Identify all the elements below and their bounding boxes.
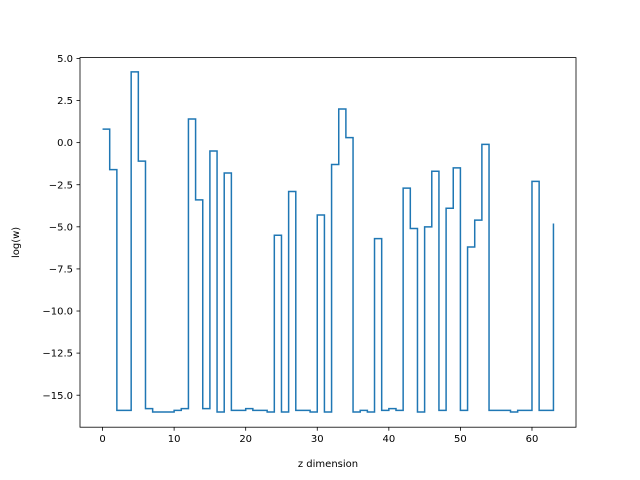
y-tick-label: −10.0 — [42, 307, 73, 318]
x-tick-label: 0 — [99, 434, 105, 445]
x-tick-label: 20 — [239, 434, 252, 445]
y-tick-label: −7.5 — [49, 265, 73, 276]
y-tick-label: 5.0 — [57, 54, 73, 65]
y-tick-label: 2.5 — [57, 96, 73, 107]
y-tick-label: −5.0 — [49, 222, 73, 233]
x-tick-label: 40 — [382, 434, 395, 445]
x-tick-label: 30 — [311, 434, 324, 445]
y-axis: 5.0 2.5 0.0 −2.5 −5.0 −7.5 −10.0 −12.5 −15.0 — [42, 54, 80, 402]
x-tick-label: 60 — [526, 434, 539, 445]
plot-frame — [79, 57, 577, 428]
y-tick-label: −12.5 — [42, 349, 73, 360]
series-line-0 — [102, 71, 555, 413]
x-axis-label: z dimension — [298, 459, 358, 470]
y-axis-label: log(w) — [11, 227, 22, 258]
x-axis: 0 10 20 30 40 50 60 — [99, 427, 538, 445]
y-tick-label: −2.5 — [49, 180, 73, 191]
x-tick-label: 10 — [168, 434, 181, 445]
series-layer — [102, 71, 555, 413]
x-tick-label: 50 — [454, 434, 467, 445]
y-tick-label: −15.0 — [42, 391, 73, 402]
y-tick-label: 0.0 — [57, 138, 73, 149]
